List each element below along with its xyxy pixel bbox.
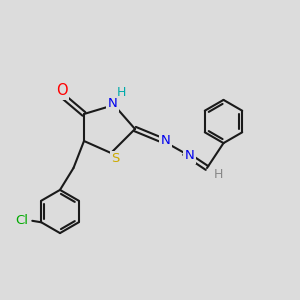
Text: H: H	[117, 86, 126, 99]
Text: O: O	[56, 83, 67, 98]
Text: N: N	[185, 149, 195, 162]
Text: N: N	[161, 134, 171, 148]
Text: N: N	[108, 97, 117, 110]
Text: S: S	[111, 152, 120, 166]
Text: H: H	[214, 168, 223, 181]
Text: Cl: Cl	[15, 214, 28, 227]
